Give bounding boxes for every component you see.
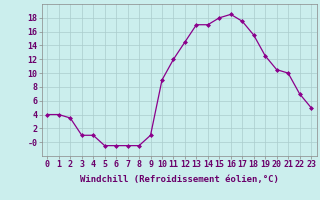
X-axis label: Windchill (Refroidissement éolien,°C): Windchill (Refroidissement éolien,°C): [80, 175, 279, 184]
